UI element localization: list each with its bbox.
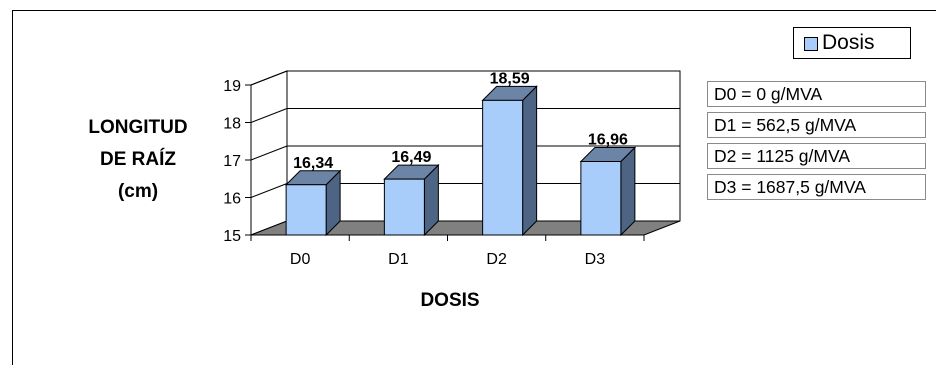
data-label-D0: 16,34	[293, 155, 333, 172]
data-label-D2: 18,59	[490, 70, 530, 87]
bar-D2-side	[522, 85, 538, 237]
dose-notes: D0 = 0 g/MVA D1 = 562,5 g/MVA D2 = 1125 …	[707, 81, 926, 205]
y-tick-label: 18	[223, 116, 241, 133]
data-label-D1: 16,49	[391, 149, 431, 166]
dose-note: D0 = 0 g/MVA	[707, 81, 926, 107]
y-axis-label-line-1: LONGITUD	[88, 117, 188, 138]
x-tick-label: D3	[585, 251, 606, 268]
bar-D1	[383, 178, 425, 236]
x-tick-label: D0	[290, 251, 311, 268]
x-axis-label: DOSIS	[420, 290, 480, 311]
dose-note: D3 = 1687,5 g/MVA	[707, 174, 926, 200]
y-tick-label: 15	[223, 228, 241, 245]
data-label-D3: 16,96	[588, 132, 628, 149]
y-tick-label: 16	[223, 191, 241, 208]
gridline	[250, 183, 288, 198]
y-axis-label-line-3: (cm)	[117, 181, 159, 202]
legend: Dosis	[793, 27, 911, 59]
y-axis-label: LONGITUD DE RAÍZ (cm)	[58, 112, 218, 208]
y-tick-label: 17	[223, 153, 241, 170]
bar-D2	[482, 99, 524, 236]
dose-note: D2 = 1125 g/MVA	[707, 143, 926, 169]
dose-note: D1 = 562,5 g/MVA	[707, 112, 926, 138]
bar-D3-side	[620, 146, 636, 237]
bar-D0	[285, 184, 327, 236]
x-tick-label: D1	[388, 251, 409, 268]
legend-swatch	[804, 37, 818, 51]
y-tick-label: 19	[223, 78, 241, 95]
gridline	[250, 145, 288, 161]
y-axis-label-line-2: DE RAÍZ	[100, 149, 176, 170]
gridline	[250, 108, 288, 123]
gridline	[250, 70, 288, 86]
legend-label: Dosis	[822, 31, 875, 54]
bar-D3	[580, 161, 622, 236]
x-tick-label: D2	[486, 251, 507, 268]
plot-area: 15 16 17 18 19 16,34 D0 16,49 D1 18,59 D2 16,96 D3	[223, 70, 681, 268]
